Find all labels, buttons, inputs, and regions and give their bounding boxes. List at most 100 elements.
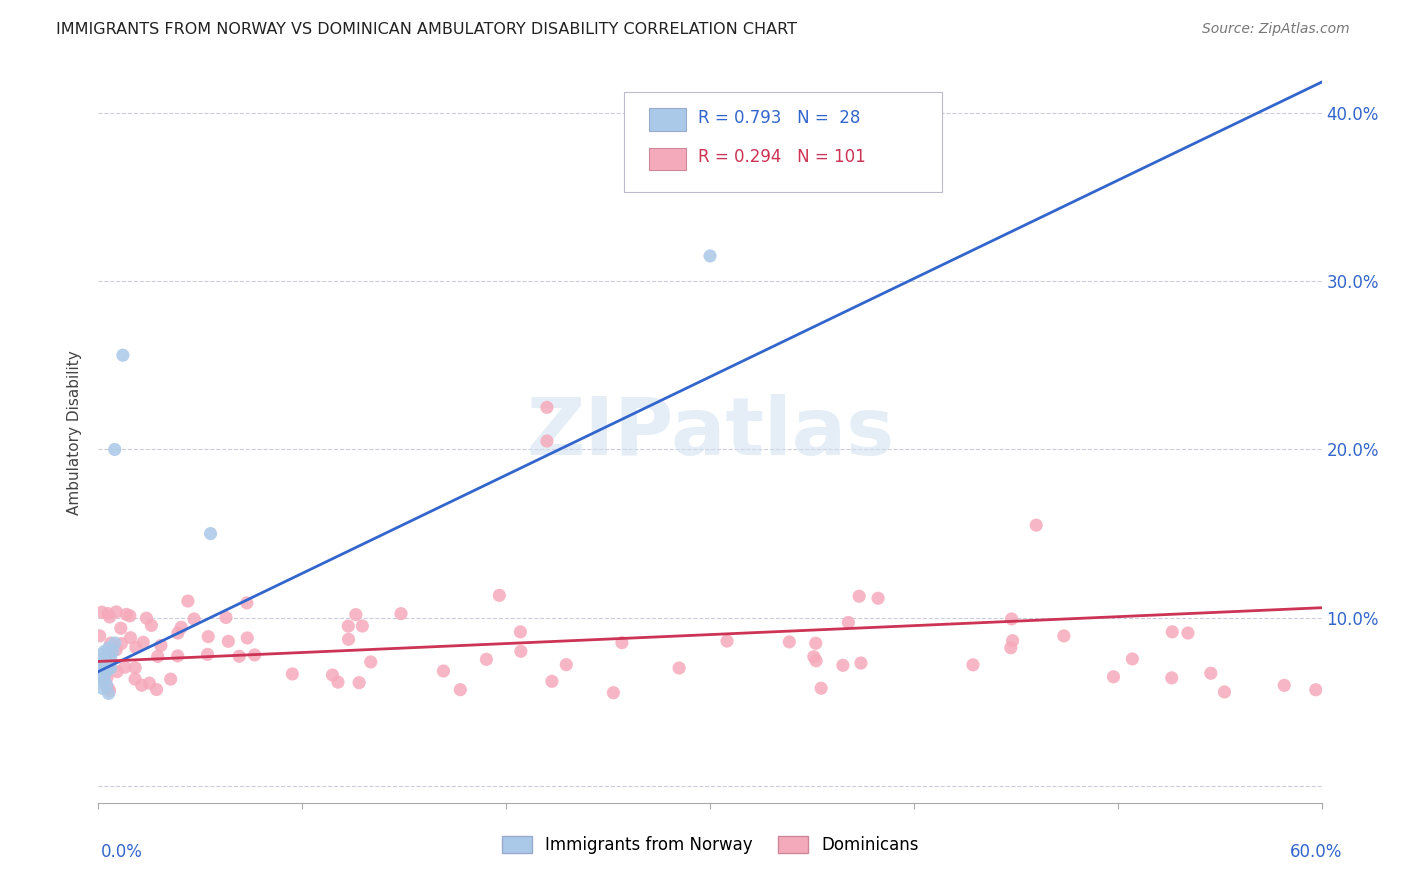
Point [97,640,120,655]
Text: 0.0%: 0.0% [101,843,143,861]
Point [91,681,114,696]
Point [100,661,122,675]
Point [146,649,169,664]
Point [337,619,360,633]
Point [105,665,128,679]
Point [344,607,367,622]
Bar [648,147,686,169]
Point [96,678,118,692]
FancyBboxPatch shape [624,92,942,192]
Point [124,661,146,675]
Point [87,670,110,684]
Point [141,618,163,632]
Point [197,648,219,662]
Point [89,657,111,672]
Point [360,655,382,669]
Point [100,651,122,665]
Point [236,596,259,610]
Point [118,608,141,623]
Point [228,649,250,664]
Point [962,657,984,672]
Point [89,648,111,662]
Point [93,661,115,675]
Bar [648,108,686,130]
Point [1001,633,1024,648]
Point [668,661,690,675]
Point [1177,626,1199,640]
Point [347,675,370,690]
Point [602,686,624,700]
Point [93,653,115,667]
Point [131,678,153,692]
Point [105,642,128,657]
Point [100,645,122,659]
Point [536,401,558,415]
Point [101,644,124,658]
Point [115,607,138,622]
Point [87,661,110,675]
Point [97,607,120,621]
Point [849,656,872,670]
Point [778,635,800,649]
Point [610,635,633,649]
Point [536,434,558,448]
Point [124,672,146,686]
Point [177,594,200,608]
Point [197,630,219,644]
Point [89,629,111,643]
Point [1213,685,1236,699]
Text: ZIPatlas: ZIPatlas [526,393,894,472]
Point [170,620,193,634]
Point [97,661,120,675]
Point [91,605,114,619]
Point [138,676,160,690]
Point [200,526,222,541]
Point [243,648,266,662]
Point [868,591,890,606]
Point [321,668,343,682]
Point [100,636,122,650]
Text: R = 0.294   N = 101: R = 0.294 N = 101 [697,148,866,166]
Point [96,655,118,669]
Point [1053,629,1076,643]
Point [352,619,374,633]
Point [832,658,855,673]
Point [97,681,120,695]
Point [848,589,870,603]
Point [326,675,349,690]
Point [183,612,205,626]
Point [91,653,114,667]
Point [810,681,832,696]
Point [215,610,238,624]
Point [509,644,531,658]
Point [475,652,498,666]
Point [804,654,827,668]
Y-axis label: Ambulatory Disability: Ambulatory Disability [67,351,83,515]
Text: 60.0%: 60.0% [1291,843,1343,861]
Point [449,682,471,697]
Point [804,636,827,650]
Point [166,648,188,663]
Point [699,249,721,263]
Point [1000,640,1022,655]
Point [803,649,825,664]
Point [125,640,148,655]
Point [716,634,738,648]
Point [98,683,121,698]
Point [281,667,304,681]
Legend: Immigrants from Norway, Dominicans: Immigrants from Norway, Dominicans [495,830,925,861]
Point [91,674,114,689]
Point [432,664,454,678]
Point [110,621,132,635]
Point [1305,682,1327,697]
Point [541,674,564,689]
Point [555,657,578,672]
Point [111,348,134,362]
Point [389,607,412,621]
Point [135,611,157,625]
Text: R = 0.793   N =  28: R = 0.793 N = 28 [697,109,860,127]
Point [337,632,360,647]
Point [837,615,859,630]
Text: Source: ZipAtlas.com: Source: ZipAtlas.com [1202,22,1350,37]
Point [114,660,136,674]
